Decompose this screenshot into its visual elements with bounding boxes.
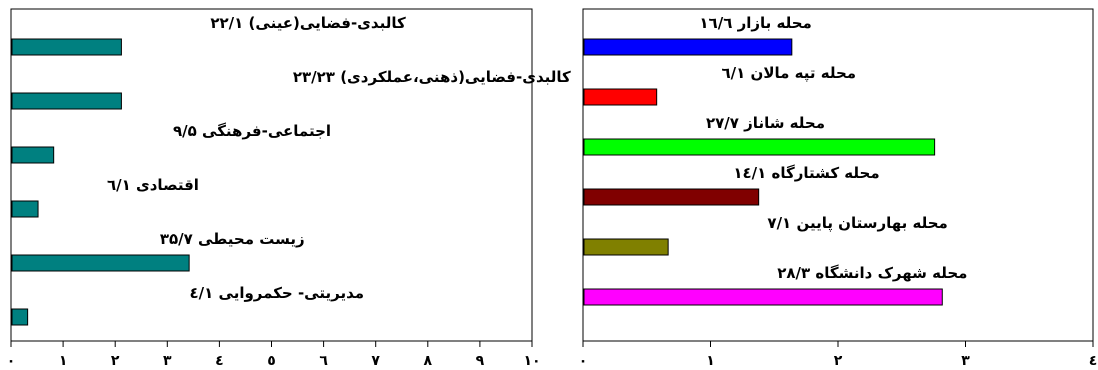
chart-left: ٠ ١ ٢ ٣ ٤ ٥ ٦ ٧ ٨ ٩ ١٠ کالبدی-فضایی(عینی) ۲۲/۱ کالبد… xyxy=(7,8,571,369)
bar xyxy=(11,200,39,218)
bar xyxy=(11,308,29,326)
x-tick-label: ٢ xyxy=(111,353,120,369)
x-tick-label: ٦ xyxy=(319,353,328,369)
x-tick-label: ٨ xyxy=(424,353,433,369)
bar-label: محله شهرک دانشگاه ٢٨/٣ xyxy=(777,264,967,282)
x-tick-label: ٣ xyxy=(163,353,172,369)
x-tick-label: ٠ xyxy=(7,353,16,369)
x-tick-label: ٢ xyxy=(834,353,843,369)
bar-label: زیست محیطی ۳۵/۷ xyxy=(160,230,305,248)
x-tick-label: ١٠ xyxy=(523,353,540,369)
bar xyxy=(583,88,658,106)
bar xyxy=(11,38,122,56)
bar-label: اقتصادی ٦/۱ xyxy=(107,176,199,194)
bar xyxy=(583,238,669,256)
bar-label: محله کشتارگاه ١٤/١ xyxy=(733,164,879,182)
x-tick-label: ٤ xyxy=(215,353,224,369)
x-tick-label: ٧ xyxy=(371,353,380,369)
x-tick-label: ١ xyxy=(706,353,715,369)
x-tick-label: ٩ xyxy=(476,353,485,369)
x-tick-label: ٥ xyxy=(267,353,276,369)
bar-label: محله بهارستان پایین ٧/١ xyxy=(767,214,947,233)
bar-label: محله بازار ١٦/٦ xyxy=(699,14,811,32)
bar-label: محله تپه مالان ٦/١ xyxy=(722,64,857,83)
x-tick-label: ٠ xyxy=(579,353,588,369)
x-tick-label: ١ xyxy=(59,353,68,369)
bar-label: اجتماعی-فرهنگی ۹/۵ xyxy=(173,122,331,140)
x-tick-label: ٤ xyxy=(1089,353,1098,369)
chart-right: ٠ ١ ٢ ٣ ٤ محله بازار ١٦/٦ محله تپه مالان ٦/١ مح… xyxy=(579,8,1098,369)
bar xyxy=(11,254,190,272)
bar xyxy=(583,38,793,56)
bar xyxy=(11,146,55,164)
x-tick-label: ٣ xyxy=(961,353,970,369)
bar xyxy=(583,138,936,156)
bar xyxy=(11,92,122,110)
bar xyxy=(583,288,943,306)
bar-label: کالبدی-فضایی(عینی) ۲۲/۱ xyxy=(210,14,406,32)
bar xyxy=(583,188,760,206)
bar-label: مدیریتی- حکمروایی ٤/۱ xyxy=(190,284,365,302)
bar-label: محله شاناز ٢٧/٧ xyxy=(706,114,825,132)
bar-label: کالبدی-فضایی(ذهنی،عملکردی) ۲۳/۲۳ xyxy=(293,68,571,86)
